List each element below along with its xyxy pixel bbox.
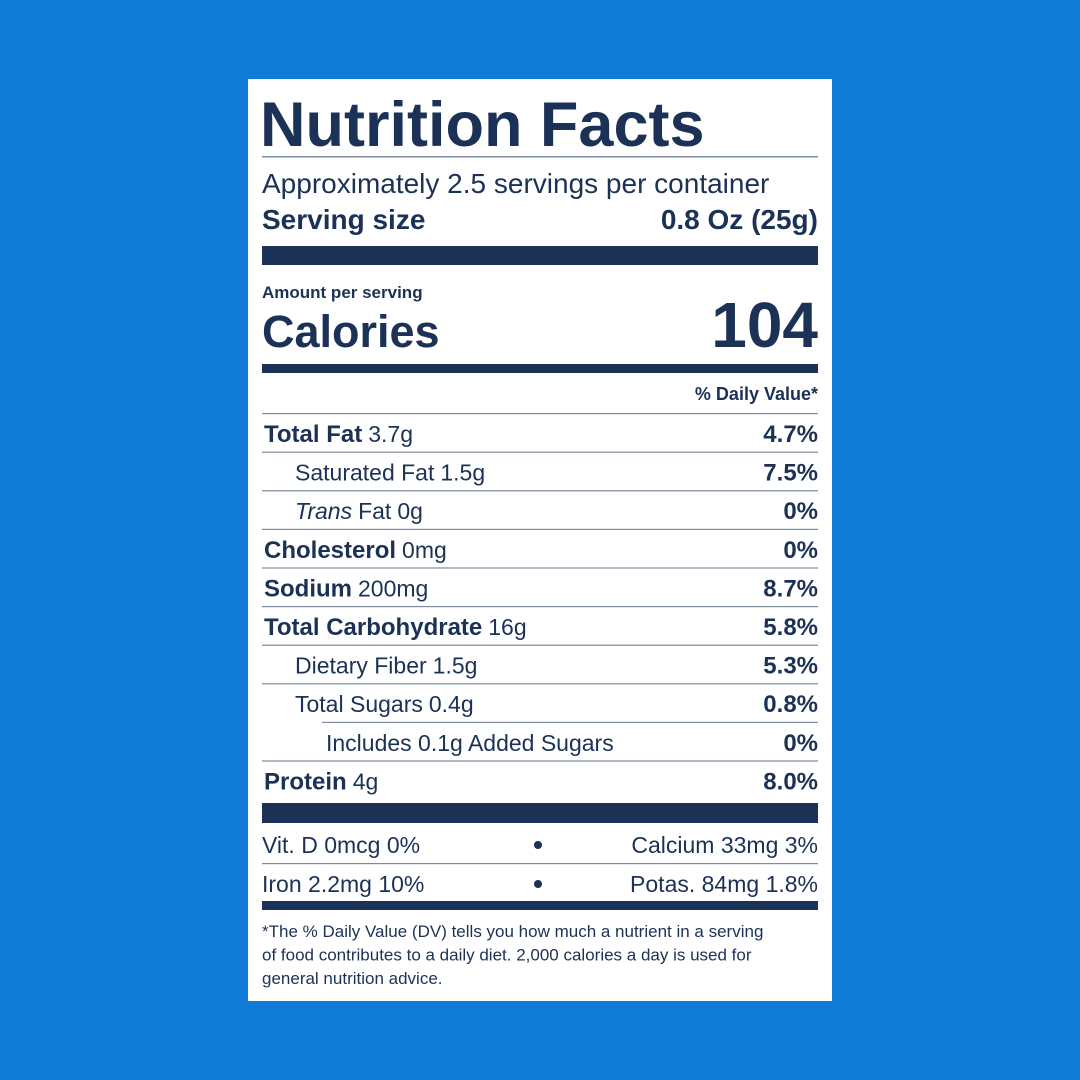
bullet — [534, 880, 542, 888]
medium-bar — [262, 364, 818, 373]
vitamin: Vit. D 0mcg 0% — [262, 832, 420, 858]
nutrient-name: Total Sugars — [295, 691, 423, 717]
nutrient-daily-value: 0.8% — [763, 691, 818, 718]
divider — [262, 760, 818, 762]
nutrient-name: Protein — [264, 768, 347, 795]
nutrient-amount: 4g — [353, 768, 379, 794]
nutrient-daily-value: 5.3% — [763, 653, 818, 680]
vitamin: Iron 2.2mg 10% — [262, 871, 424, 897]
nutrient-name: Cholesterol 0mg — [264, 537, 447, 564]
calories-value: 104 — [711, 289, 818, 361]
nutrient-amount: 0mg — [402, 537, 447, 563]
divider — [262, 451, 818, 453]
amount-per-serving: Amount per serving — [262, 283, 423, 302]
title: Nutrition Facts — [260, 90, 705, 160]
calories-label: Calories — [262, 306, 440, 357]
nutrient-daily-value: 0% — [783, 537, 818, 564]
divider — [262, 528, 818, 530]
divider — [262, 863, 818, 865]
nutrient-name: Saturated Fat — [295, 460, 435, 486]
footnote-line: *The % Daily Value (DV) tells you how mu… — [262, 922, 763, 941]
nutrient-name: Total Carbohydrate 16g — [264, 614, 527, 641]
divider — [262, 567, 818, 569]
nutrient-amount: 1.5g — [440, 460, 485, 486]
divider — [262, 156, 818, 158]
nutrient-name: Includes 0.1g Added Sugars — [326, 730, 614, 756]
nutrient-name: Saturated Fat 1.5g — [295, 460, 485, 486]
footnote-line: of food contributes to a daily diet. 2,0… — [262, 946, 752, 965]
nutrient-amount: 200mg — [358, 575, 428, 601]
thick-bar — [262, 246, 818, 265]
nutrient-daily-value: 4.7% — [763, 421, 818, 448]
thick-bar — [262, 803, 818, 823]
nutrient-name-italic: Trans — [295, 498, 353, 524]
medium-bar — [262, 901, 818, 910]
serving-size-value: 0.8 Oz (25g) — [661, 204, 818, 235]
nutrient-name: Fat — [358, 498, 392, 524]
nutrient-name: Cholesterol — [264, 537, 396, 564]
nutrient-daily-value: 7.5% — [763, 460, 818, 487]
nutrient-name: Trans Fat 0g — [295, 498, 423, 524]
footnote-line: general nutrition advice. — [262, 969, 443, 988]
divider — [262, 644, 818, 646]
nutrient-daily-value: 0% — [783, 730, 818, 757]
nutrient-name: Sodium — [264, 575, 352, 602]
divider — [262, 413, 818, 415]
nutrient-name: Dietary Fiber — [295, 653, 427, 679]
nutrient-name: Total Fat 3.7g — [264, 421, 413, 448]
bullet — [534, 841, 542, 849]
vitamin: Potas. 84mg 1.8% — [630, 871, 818, 897]
nutrient-amount: 16g — [488, 614, 526, 640]
nutrient-name: Total Sugars 0.4g — [295, 691, 474, 717]
nutrient-name: Dietary Fiber 1.5g — [295, 653, 477, 679]
nutrient-daily-value: 5.8% — [763, 614, 818, 641]
nutrient-name: Protein 4g — [264, 768, 378, 795]
divider — [262, 490, 818, 492]
nutrient-name: Total Carbohydrate — [264, 614, 482, 641]
nutrient-name: Sodium 200mg — [264, 575, 428, 602]
nutrient-daily-value: 8.0% — [763, 768, 818, 795]
divider — [262, 606, 818, 608]
nutrient-amount: 3.7g — [368, 421, 413, 447]
divider — [322, 721, 818, 723]
vitamin: Calcium 33mg 3% — [631, 832, 818, 858]
nutrient-daily-value: 8.7% — [763, 575, 818, 602]
divider — [262, 683, 818, 685]
servings: Approximately 2.5 servings per container — [262, 168, 769, 199]
nutrient-amount: 0g — [397, 498, 423, 524]
nutrient-amount: 1.5g — [433, 653, 478, 679]
daily-value-header: % Daily Value* — [695, 384, 818, 404]
nutrient-daily-value: 0% — [783, 498, 818, 525]
nutrient-name: Total Fat — [264, 421, 362, 448]
serving-size-label: Serving size — [262, 204, 425, 235]
nutrient-amount: 0.4g — [429, 691, 474, 717]
nutrient-name: Includes 0.1g Added Sugars — [326, 730, 614, 756]
